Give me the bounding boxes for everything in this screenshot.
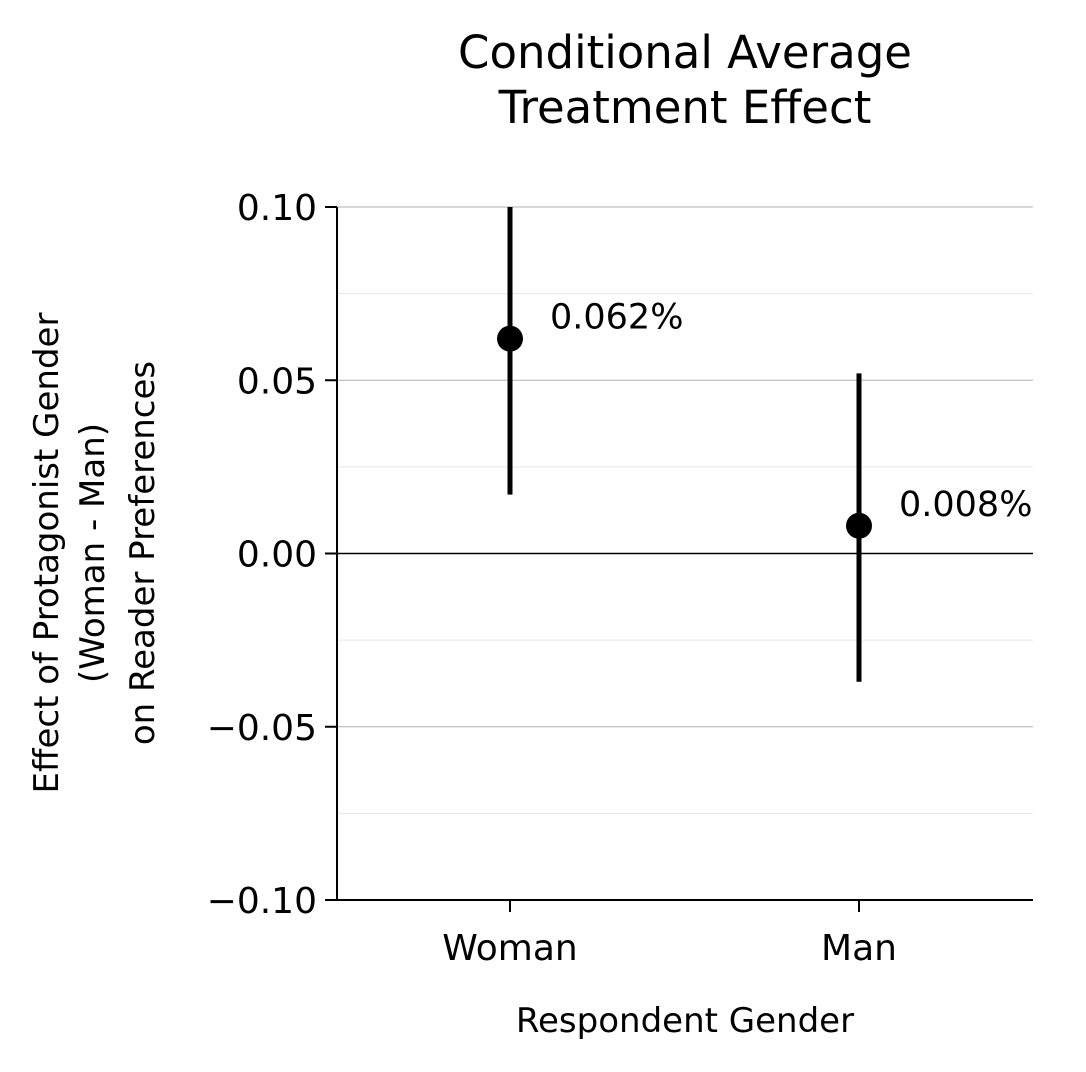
data-label-man: 0.008% <box>899 485 1032 525</box>
chart-title-line-2: Treatment Effect <box>498 81 872 134</box>
y-axis-label: Effect of Protagonist Gender (Woman - Ma… <box>27 313 163 794</box>
point-man <box>846 512 872 539</box>
data-label-woman: 0.062% <box>550 298 683 338</box>
axes: 0.10 0.05 0.00 −0.05 −0.10 Woman Man <box>207 188 1033 969</box>
data-points: 0.062% 0.008% <box>497 207 1032 682</box>
y-tick-label: −0.10 <box>207 881 317 922</box>
grid-lines <box>337 206 1033 901</box>
y-tick-label: 0.10 <box>237 188 317 229</box>
y-axis-label-line-1: Effect of Protagonist Gender <box>27 313 67 794</box>
x-tick-label: Woman <box>442 928 577 969</box>
y-axis-label-line-2: (Woman - Man) <box>73 423 113 683</box>
x-tick-label: Man <box>821 928 897 969</box>
chart-title-line-1: Conditional Average <box>458 26 912 79</box>
x-axis-label: Respondent Gender <box>516 1001 854 1041</box>
y-axis-label-line-3: on Reader Preferences <box>123 361 163 745</box>
y-tick-label: 0.05 <box>237 361 317 402</box>
y-tick-label: 0.00 <box>237 535 317 576</box>
point-woman <box>497 325 523 352</box>
y-tick-label: −0.05 <box>207 708 317 749</box>
